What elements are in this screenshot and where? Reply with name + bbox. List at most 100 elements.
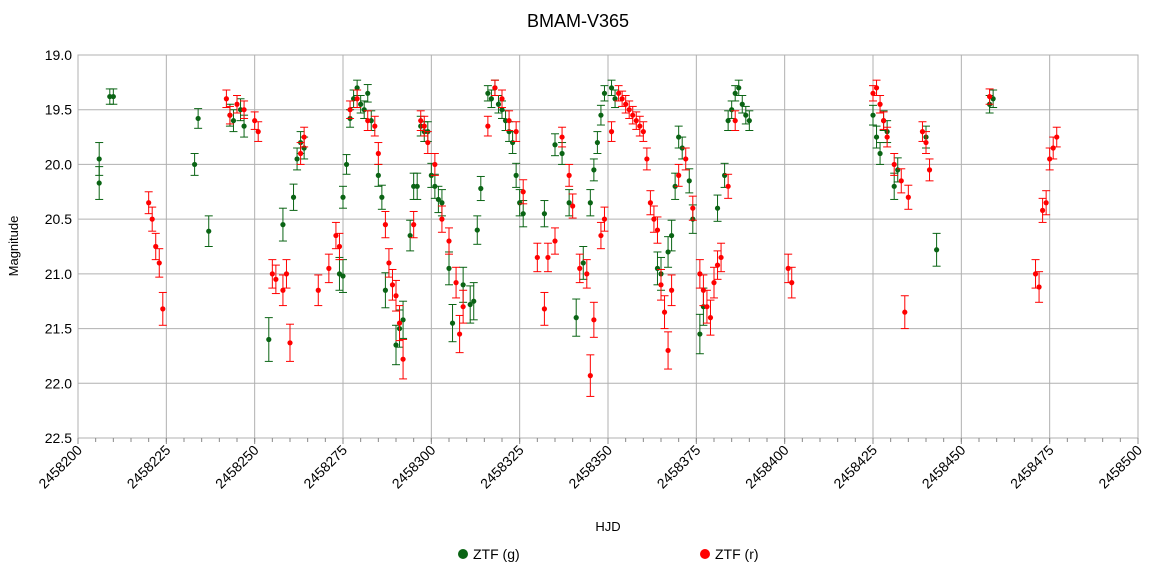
data-point bbox=[697, 331, 703, 337]
x-axis-minor-ticks bbox=[77, 438, 1139, 442]
data-point bbox=[485, 123, 491, 129]
data-point bbox=[520, 211, 526, 217]
data-point bbox=[686, 178, 692, 184]
data-point bbox=[534, 254, 540, 261]
data-point bbox=[647, 200, 654, 206]
data-point bbox=[598, 112, 604, 118]
data-point bbox=[870, 112, 876, 118]
legend-label-g: ZTF (g) bbox=[473, 546, 520, 562]
data-point bbox=[110, 93, 116, 100]
data-point bbox=[425, 139, 431, 146]
data-point bbox=[626, 107, 632, 113]
data-point bbox=[96, 180, 102, 186]
data-point bbox=[485, 90, 491, 96]
grid-lines bbox=[78, 55, 1138, 438]
data-point bbox=[439, 200, 445, 206]
data-point bbox=[301, 134, 307, 140]
data-point bbox=[340, 273, 346, 279]
data-point bbox=[446, 238, 452, 244]
data-point bbox=[241, 107, 247, 113]
y-axis-label: Magnitude bbox=[6, 216, 21, 277]
data-point bbox=[411, 222, 417, 228]
data-point bbox=[654, 265, 661, 271]
data-point bbox=[457, 331, 463, 337]
data-point bbox=[541, 211, 548, 217]
data-point bbox=[633, 118, 639, 124]
data-point bbox=[884, 134, 890, 140]
x-tick-label: 2458325 bbox=[477, 442, 527, 492]
data-point bbox=[478, 185, 484, 192]
data-point bbox=[665, 347, 671, 354]
data-point bbox=[559, 134, 565, 140]
data-point bbox=[608, 85, 615, 91]
data-point bbox=[520, 189, 526, 195]
data-point bbox=[651, 216, 657, 222]
data-point bbox=[421, 123, 427, 129]
data-point bbox=[552, 142, 558, 148]
legend-marker-g bbox=[458, 549, 468, 559]
data-point bbox=[591, 167, 597, 173]
data-point bbox=[414, 183, 420, 189]
data-point bbox=[315, 287, 321, 293]
x-tick-label: 2458300 bbox=[389, 442, 439, 492]
x-axis-label: HJD bbox=[595, 519, 620, 534]
y-tick-label: 20.0 bbox=[45, 156, 72, 172]
data-point bbox=[389, 282, 396, 288]
data-point bbox=[640, 129, 646, 135]
data-point bbox=[492, 85, 498, 91]
x-tick-label: 2458475 bbox=[1007, 442, 1057, 492]
data-point bbox=[432, 161, 438, 168]
data-point bbox=[714, 262, 721, 268]
data-point bbox=[559, 150, 565, 157]
legend-marker-r bbox=[700, 549, 710, 559]
data-point bbox=[400, 317, 406, 323]
series-ztf-r bbox=[144, 79, 1061, 397]
data-point bbox=[96, 156, 102, 162]
data-point bbox=[273, 276, 279, 282]
data-point bbox=[446, 265, 452, 271]
data-point bbox=[160, 306, 166, 312]
data-point bbox=[153, 243, 159, 250]
data-point bbox=[573, 315, 579, 321]
data-point bbox=[661, 309, 668, 315]
data-point bbox=[280, 287, 286, 293]
data-point bbox=[789, 280, 795, 286]
x-tick-label: 2458350 bbox=[565, 442, 615, 492]
y-tick-label: 19.5 bbox=[45, 102, 72, 118]
data-point bbox=[365, 90, 371, 96]
data-point bbox=[1032, 271, 1039, 277]
data-point bbox=[192, 161, 198, 168]
data-point bbox=[545, 254, 551, 261]
data-point bbox=[704, 304, 710, 310]
y-tick-label: 21.5 bbox=[45, 321, 72, 337]
data-point bbox=[375, 150, 381, 157]
series-ztf-g bbox=[95, 79, 998, 366]
data-point bbox=[587, 373, 593, 379]
data-point bbox=[393, 342, 399, 348]
data-point bbox=[407, 232, 413, 239]
y-tick-label: 21.0 bbox=[45, 266, 72, 282]
data-point bbox=[669, 287, 675, 293]
data-point bbox=[873, 134, 880, 140]
data-point bbox=[601, 216, 608, 222]
data-point bbox=[612, 96, 618, 102]
data-point bbox=[280, 222, 286, 228]
chart-title: BMAM-V365 bbox=[527, 11, 629, 31]
data-point bbox=[676, 172, 682, 178]
data-point bbox=[881, 118, 887, 124]
data-point bbox=[690, 205, 696, 211]
data-point bbox=[898, 178, 904, 184]
data-point bbox=[449, 320, 456, 326]
data-point bbox=[206, 228, 212, 234]
data-point bbox=[895, 167, 901, 173]
data-point bbox=[241, 123, 247, 129]
data-point bbox=[509, 139, 516, 146]
data-point bbox=[354, 85, 360, 91]
data-point bbox=[619, 96, 625, 102]
data-point bbox=[552, 238, 558, 244]
data-point bbox=[435, 196, 441, 203]
data-point bbox=[460, 304, 466, 310]
data-point bbox=[298, 150, 304, 157]
data-point bbox=[732, 118, 738, 124]
data-point bbox=[495, 101, 502, 107]
